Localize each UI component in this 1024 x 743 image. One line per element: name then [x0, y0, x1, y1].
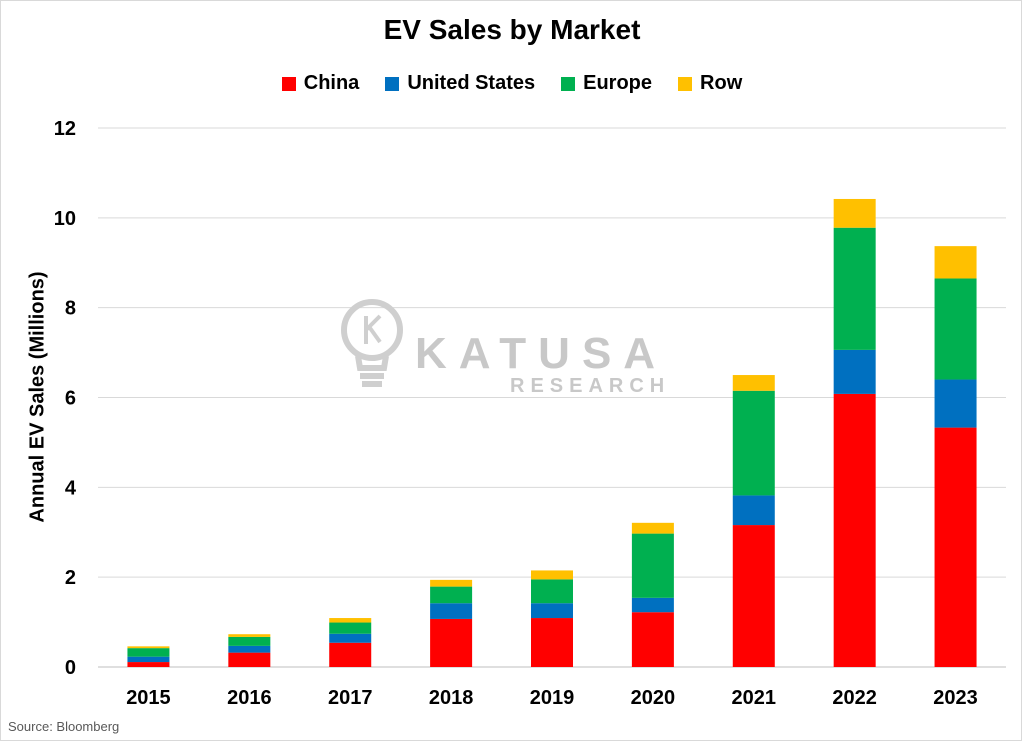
source-note: Source: Bloomberg — [8, 719, 120, 734]
legend-swatch-row — [678, 76, 693, 91]
legend: China United States Europe Row — [0, 72, 1024, 95]
y-tick-label: 2 — [65, 567, 76, 589]
bar-segment-europe-2015 — [127, 648, 170, 657]
bar-segment-europe-2018 — [430, 586, 473, 604]
x-tick-labels: 2015 2016 2017 2018 2019 2020 2021 2022 2023 — [126, 687, 978, 709]
bar-segment-united-states-2018 — [430, 603, 473, 619]
x-tick-label: 2023 — [933, 687, 978, 709]
bar-segment-china-2016 — [228, 652, 271, 667]
legend-item-europe: Europe — [561, 72, 652, 95]
bar-segment-europe-2022 — [833, 227, 876, 350]
bar-segment-europe-2019 — [531, 579, 573, 604]
y-tick-label: 0 — [65, 657, 76, 679]
bar-segment-united-states-2015 — [127, 656, 170, 663]
legend-item-china: China — [281, 72, 360, 95]
bar-segment-china-2019 — [531, 618, 573, 667]
legend-swatch-united-states — [385, 76, 400, 91]
x-tick-label: 2018 — [429, 687, 474, 709]
bar-segment-europe-2021 — [732, 390, 775, 496]
chart-title: EV Sales by Market — [383, 14, 641, 45]
y-tick-label: 12 — [54, 118, 76, 140]
bar-segment-china-2018 — [430, 618, 473, 667]
y-tick-label: 4 — [65, 477, 77, 499]
bar-segment-row-2017 — [329, 618, 372, 623]
legend-label-china: China — [303, 72, 360, 94]
legend-label-europe: Europe — [583, 72, 653, 94]
bar-segment-europe-2023 — [934, 278, 977, 380]
bar-segment-united-states-2020 — [631, 597, 674, 613]
bar-segment-row-2022 — [833, 198, 876, 228]
bar-segment-united-states-2017 — [329, 633, 372, 643]
bar-segment-united-states-2021 — [732, 495, 775, 526]
bar-segment-china-2022 — [833, 393, 876, 667]
legend-label-row: Row — [700, 72, 743, 94]
x-tick-label: 2021 — [732, 687, 777, 709]
x-tick-label: 2022 — [832, 687, 877, 709]
bar-segment-row-2018 — [430, 579, 473, 587]
y-tick-labels: 0 2 4 6 8 10 12 — [54, 118, 77, 679]
y-tick-label: 10 — [54, 208, 76, 230]
bar-segment-europe-2020 — [631, 533, 674, 598]
x-tick-label: 2015 — [126, 687, 171, 709]
x-tick-label: 2016 — [227, 687, 272, 709]
bar-segment-united-states-2023 — [934, 379, 977, 428]
bar-segment-row-2019 — [531, 570, 573, 580]
bars — [127, 198, 977, 667]
lightbulb-logo-icon — [341, 299, 403, 387]
bar-segment-united-states-2022 — [833, 349, 876, 394]
bar-segment-china-2015 — [127, 662, 170, 667]
bar-segment-united-states-2019 — [531, 603, 573, 619]
watermark-brand: KATUSA — [415, 329, 667, 378]
legend-label-united-states: United States — [407, 72, 536, 94]
bar-segment-europe-2017 — [329, 622, 372, 634]
legend-swatch-china — [281, 76, 296, 91]
watermark-sub: RESEARCH — [510, 375, 670, 397]
legend-swatch-europe — [561, 76, 576, 91]
bar-segment-row-2023 — [934, 246, 977, 279]
legend-item-united-states: United States — [385, 72, 535, 95]
bar-segment-china-2020 — [631, 612, 674, 667]
bar-segment-united-states-2016 — [228, 645, 271, 653]
watermark: KATUSA RESEARCH — [341, 299, 670, 397]
legend-item-row: Row — [678, 72, 742, 95]
bar-segment-europe-2016 — [228, 636, 271, 646]
x-tick-label: 2020 — [631, 687, 676, 709]
bar-segment-china-2021 — [732, 525, 775, 667]
bar-segment-row-2016 — [228, 634, 271, 637]
bar-segment-china-2017 — [329, 642, 372, 667]
bar-segment-row-2021 — [732, 375, 775, 391]
bar-segment-row-2015 — [127, 646, 170, 649]
bar-segment-china-2023 — [934, 427, 977, 667]
bar-segment-row-2020 — [631, 522, 674, 534]
y-tick-label: 8 — [65, 298, 76, 320]
x-tick-label: 2019 — [530, 687, 575, 709]
y-tick-label: 6 — [65, 388, 76, 410]
x-tick-label: 2017 — [328, 687, 373, 709]
